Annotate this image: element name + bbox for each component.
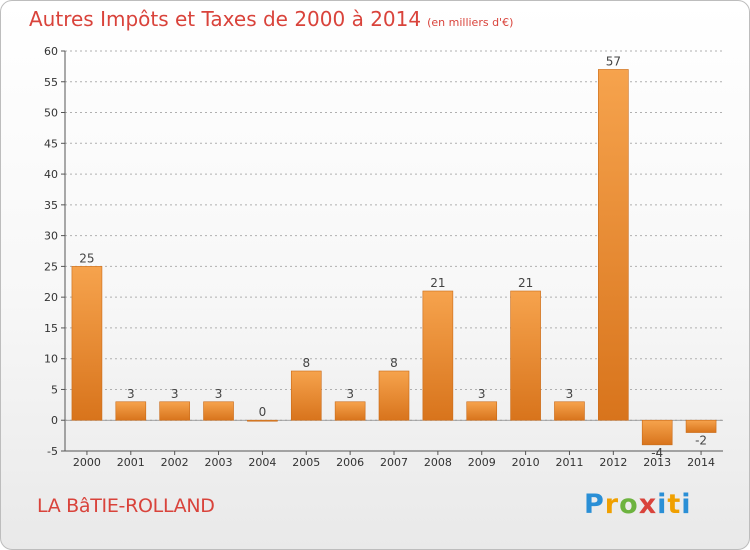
value-label: 0 bbox=[259, 405, 267, 419]
bar bbox=[554, 401, 585, 421]
value-label: 57 bbox=[606, 54, 621, 68]
y-tick-label: 5 bbox=[51, 383, 58, 396]
value-label: 21 bbox=[518, 276, 533, 290]
bar bbox=[247, 419, 278, 422]
chart-title-text: Autres Impôts et Taxes de 2000 à 2014 bbox=[29, 7, 422, 31]
data-labels: 25 3 3 3 0 8 3 8 21 3 21 3 57 -4 -2 bbox=[79, 54, 707, 459]
y-tick-label: 40 bbox=[44, 168, 58, 181]
value-label: 3 bbox=[478, 387, 486, 401]
value-label: 3 bbox=[215, 387, 223, 401]
x-tick-label: 2009 bbox=[468, 456, 496, 469]
y-tick-label: 55 bbox=[44, 76, 58, 89]
value-label: 8 bbox=[390, 356, 398, 370]
bar bbox=[598, 69, 629, 421]
x-tick-label: 2001 bbox=[117, 456, 145, 469]
y-tick-label: 15 bbox=[44, 322, 58, 335]
value-label: 3 bbox=[346, 387, 354, 401]
y-tick-label: 50 bbox=[44, 107, 58, 120]
chart-title: Autres Impôts et Taxes de 2000 à 2014 (en… bbox=[29, 7, 513, 31]
bar bbox=[115, 401, 147, 421]
value-label: 3 bbox=[127, 387, 135, 401]
bar bbox=[422, 290, 454, 421]
x-tick-label: 2010 bbox=[512, 456, 540, 469]
y-tick-label: 10 bbox=[44, 353, 58, 366]
y-tick-label: 20 bbox=[44, 291, 58, 304]
x-tick-label: 2014 bbox=[687, 456, 715, 469]
chart-unit: (en milliers d'€) bbox=[427, 16, 514, 29]
proxiti-logo[interactable]: Proxiti bbox=[584, 489, 692, 520]
x-tick-label: 2005 bbox=[292, 456, 320, 469]
value-label: -2 bbox=[695, 434, 707, 448]
bar bbox=[510, 290, 541, 421]
x-tick-label: 2008 bbox=[424, 456, 452, 469]
commune-name: LA BâTIE-ROLLAND bbox=[37, 495, 215, 517]
bar bbox=[466, 401, 498, 421]
x-tick-label: 2013 bbox=[643, 456, 671, 469]
x-tick-label: 2007 bbox=[380, 456, 408, 469]
bar bbox=[71, 266, 103, 421]
value-label: -4 bbox=[651, 446, 663, 460]
value-label: 3 bbox=[566, 387, 574, 401]
x-tick-label: 2000 bbox=[73, 456, 101, 469]
x-tick-label: 2011 bbox=[555, 456, 583, 469]
bar bbox=[290, 370, 322, 421]
y-tick-label: 30 bbox=[44, 230, 58, 243]
value-label: 25 bbox=[79, 251, 94, 265]
x-tick-label: 2006 bbox=[336, 456, 364, 469]
x-tick-label: 2003 bbox=[205, 456, 233, 469]
x-tick-label: 2002 bbox=[161, 456, 189, 469]
bar bbox=[203, 401, 234, 421]
value-label: 3 bbox=[171, 387, 179, 401]
bar bbox=[159, 401, 190, 421]
y-tick-label: 60 bbox=[44, 45, 58, 58]
x-tick-label: 2004 bbox=[248, 456, 276, 469]
value-label: 21 bbox=[430, 276, 445, 290]
y-tick-label: 0 bbox=[51, 414, 58, 427]
bar bbox=[378, 370, 410, 421]
bars bbox=[71, 69, 717, 446]
value-label: 8 bbox=[302, 356, 310, 370]
x-tick-label: 2012 bbox=[599, 456, 627, 469]
bar bbox=[334, 401, 366, 421]
bar bbox=[641, 419, 673, 446]
bar bbox=[685, 419, 717, 433]
y-tick-label: 45 bbox=[44, 137, 58, 150]
y-tick-label: 25 bbox=[44, 260, 58, 273]
y-tick-label: 35 bbox=[44, 199, 58, 212]
y-tick-label: -5 bbox=[47, 445, 58, 458]
